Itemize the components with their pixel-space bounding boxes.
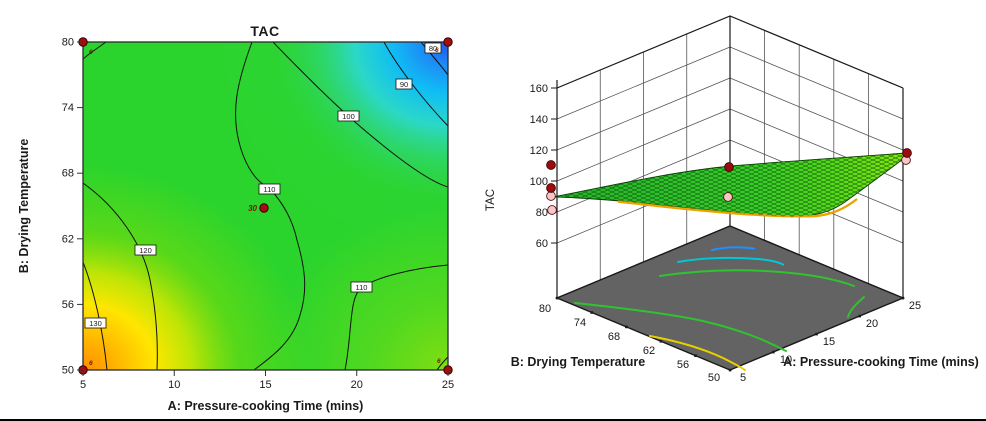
surface-b-axis-title: B: Drying Temperature (511, 355, 646, 369)
floor-contours (574, 246, 865, 371)
z-tick-label: 160 (530, 83, 548, 95)
svg-text:100: 100 (342, 112, 355, 121)
z-tick-label: 100 (530, 176, 548, 188)
contour-y-tick-labels: 80 74 68 62 56 50 (62, 37, 74, 377)
design-point-center (259, 203, 269, 213)
point-count-label-center: 30 (248, 204, 257, 213)
contour-label: 130 (84, 317, 107, 329)
contour-line-90 (383, 42, 448, 127)
b-tick-labels: 80 74 68 62 56 50 (539, 303, 720, 384)
contour-level-labels: 80 90 100 110 120 130 110 (84, 42, 442, 329)
svg-text:110: 110 (264, 185, 276, 194)
contour-label: 90 (395, 78, 413, 90)
x-tick-label: 15 (259, 379, 271, 391)
surface-z-axis-title: TAC (485, 189, 497, 211)
design-point-above (546, 183, 556, 193)
contour-plot-border (82, 41, 449, 371)
svg-text:130: 130 (89, 319, 102, 328)
b-tick-label: 74 (574, 317, 586, 329)
point-count-label: 6 (437, 358, 441, 365)
surface-plot-3d: 160 140 120 100 80 60 80 74 68 62 56 50 … (485, 15, 979, 384)
y-tick-label: 68 (62, 168, 74, 180)
point-count-label: 6 (89, 360, 93, 367)
x-tick-label: 25 (442, 379, 454, 391)
b-tick-label: 50 (708, 372, 720, 384)
contour-line-130 (83, 261, 108, 370)
contour-x-tick-labels: 5 10 15 20 25 (80, 379, 454, 391)
y-tick-label: 80 (62, 37, 74, 49)
surface-mesh (553, 153, 906, 217)
floor-contour-blue (711, 246, 755, 251)
z-tick-label: 140 (530, 114, 548, 126)
a-tick-labels: 5 10 15 20 25 (740, 300, 921, 384)
floor-contour-yellow (649, 335, 746, 371)
y-tick-label: 50 (62, 365, 74, 377)
contour-label: 100 (337, 110, 360, 122)
a-tick-label: 5 (740, 372, 746, 384)
b-tick-label: 56 (677, 359, 689, 371)
contour-line-100 (272, 42, 448, 188)
svg-text:120: 120 (139, 246, 152, 255)
svg-text:80: 80 (429, 44, 437, 53)
design-point-above (902, 148, 912, 158)
contour-axis-ticks (77, 41, 449, 376)
a-tick-label: 25 (909, 300, 921, 312)
point-count-label: 6 (435, 47, 439, 54)
y-tick-label: 74 (62, 102, 74, 114)
b-tick-label: 68 (608, 331, 620, 343)
svg-text:90: 90 (400, 80, 408, 89)
z-tick-labels: 160 140 120 100 80 60 (530, 83, 548, 250)
z-tick-label: 120 (530, 145, 548, 157)
contour-label: 110 (350, 281, 373, 293)
design-point-above (724, 162, 734, 172)
floor-contour-green-2 (574, 302, 787, 352)
response-surface (552, 152, 907, 218)
design-point-below (723, 192, 733, 202)
contour-line-corner-br (436, 356, 448, 370)
z-tick-label: 80 (536, 207, 548, 219)
design-point-above (546, 160, 556, 170)
contour-y-axis-title: B: Drying Temperature (17, 139, 31, 274)
contour-label: 110 (258, 183, 281, 195)
point-count-label: 6 (89, 49, 93, 56)
svg-text:110: 110 (356, 283, 368, 292)
contour-x-axis-title: A: Pressure-cooking Time (mins) (168, 399, 364, 413)
contour-plot: TAC 80 90 100 (17, 23, 454, 413)
a-tick-label: 20 (866, 318, 878, 330)
design-point (443, 37, 453, 47)
bottom-rule (0, 419, 986, 422)
contour-label: 80 (424, 42, 442, 54)
a-tick-label: 10 (780, 354, 792, 366)
floor-contour-green-1 (659, 269, 855, 287)
floor-axis-ticks (555, 296, 905, 372)
design-points-3d (546, 148, 912, 215)
y-tick-label: 56 (62, 299, 74, 311)
floor-contour-green-3 (847, 296, 865, 318)
x-tick-label: 20 (351, 379, 363, 391)
design-points-2d: 6 6 6 6 30 (78, 37, 453, 375)
contour-line-120 (83, 182, 158, 370)
design-point-below (547, 205, 557, 215)
b-tick-label: 80 (539, 303, 551, 315)
floor-plane (555, 225, 905, 371)
contour-line-80 (420, 42, 448, 76)
b-tick-label: 62 (643, 345, 655, 357)
y-tick-label: 62 (62, 233, 74, 245)
z-tick-label: 60 (536, 238, 548, 250)
x-tick-label: 5 (80, 379, 86, 391)
contour-line-corner-tl (83, 42, 107, 60)
surface-a-axis-title: A: Pressure-cooking Time (mins) (783, 355, 979, 369)
contour-line-110 (235, 42, 306, 370)
design-point-below (546, 191, 556, 201)
contour-label: 120 (134, 244, 157, 256)
a-tick-label: 15 (823, 336, 835, 348)
x-tick-label: 10 (168, 379, 180, 391)
floor-contour-cyan (677, 256, 784, 266)
contour-plot-title: TAC (250, 23, 279, 39)
